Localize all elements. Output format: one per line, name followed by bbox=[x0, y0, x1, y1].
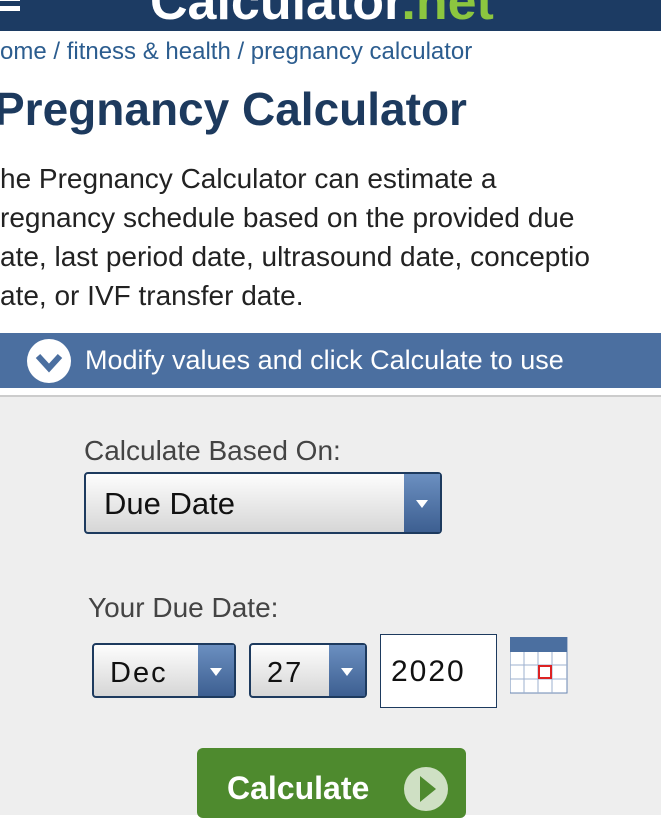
calculate-button[interactable]: Calculate bbox=[197, 748, 466, 818]
breadcrumb[interactable]: ome / fitness & health / pregnancy calcu… bbox=[0, 38, 473, 65]
year-input[interactable]: 2020 bbox=[380, 634, 497, 708]
banner-text: Modify values and click Calculate to use bbox=[85, 345, 564, 375]
logo-text: Calculator bbox=[150, 0, 402, 31]
header: Calculator.net bbox=[0, 0, 661, 31]
input-value: 2020 bbox=[391, 655, 466, 688]
intro-line: he Pregnancy Calculator can estimate a bbox=[0, 163, 497, 194]
chevron-icon bbox=[27, 339, 71, 383]
button-text: Calculate bbox=[227, 770, 370, 806]
banner[interactable] bbox=[0, 333, 661, 388]
select-value: 27 bbox=[267, 657, 304, 689]
menu-icon[interactable] bbox=[0, 0, 20, 1]
select-value: Due Date bbox=[104, 486, 235, 521]
logo[interactable]: Calculator.net bbox=[150, 0, 494, 31]
intro-line: regnancy schedule based on the provided … bbox=[0, 202, 575, 233]
day-select[interactable]: 27 bbox=[249, 643, 367, 698]
label: Calculate Based On: bbox=[84, 435, 341, 466]
logo-suffix: .net bbox=[401, 0, 494, 31]
calendar-icon[interactable] bbox=[510, 637, 568, 694]
select-value: Dec bbox=[110, 657, 168, 689]
intro-line: ate, last period date, ultrasound date, … bbox=[0, 241, 590, 272]
based-on-select[interactable]: Due Date bbox=[84, 472, 442, 534]
month-select[interactable]: Dec bbox=[92, 643, 236, 698]
intro-line: ate, or IVF transfer date. bbox=[0, 280, 304, 311]
arrow-icon bbox=[404, 767, 448, 811]
label: Your Due Date: bbox=[88, 592, 279, 623]
form-panel bbox=[0, 395, 661, 815]
page-title: Pregnancy Calculator bbox=[0, 83, 467, 135]
